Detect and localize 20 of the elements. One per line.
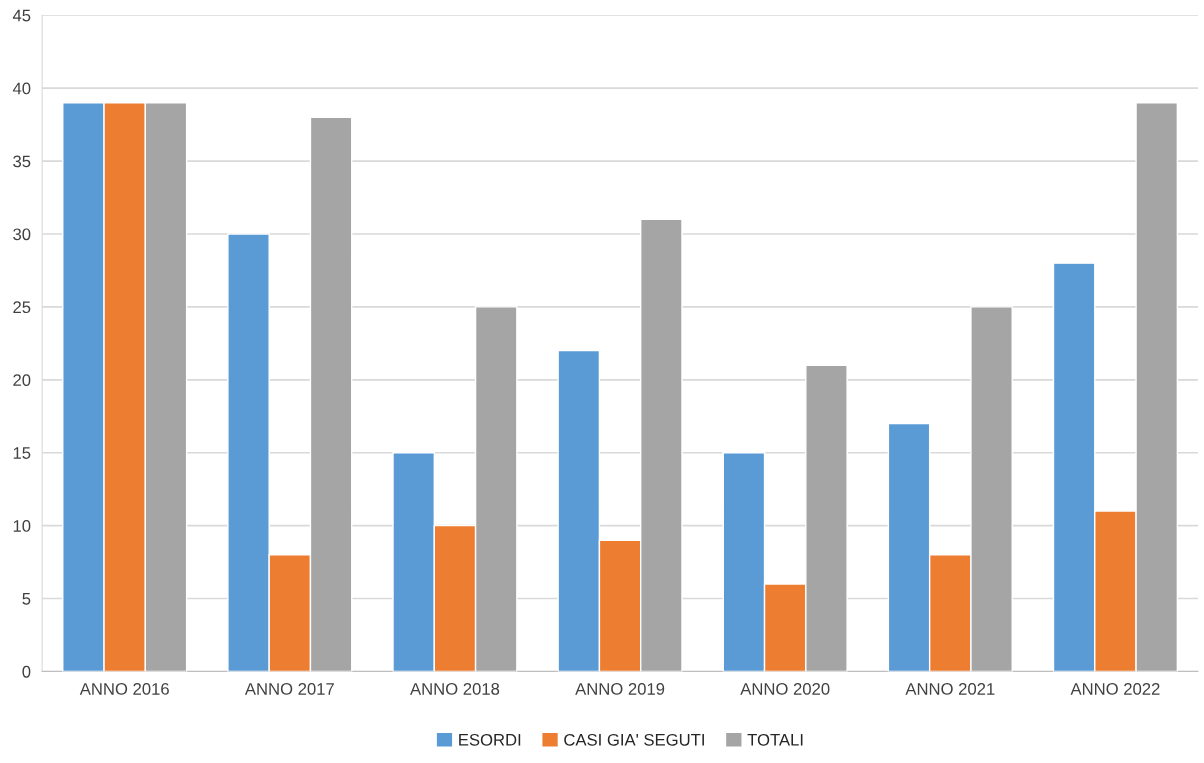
- x-tick-label: ANNO 2017: [244, 682, 334, 695]
- x-tick-label: ANNO 2021: [905, 682, 995, 695]
- x-tick-label: ANNO 2020: [740, 682, 830, 695]
- legend-label: TOTALI: [747, 733, 803, 746]
- y-tick-label: 25: [13, 301, 31, 314]
- x-tick-label: ANNO 2016: [79, 682, 169, 695]
- x-tick-label: ANNO 2022: [1070, 682, 1160, 695]
- x-tick-label: ANNO 2019: [575, 682, 665, 695]
- y-tick-label: 20: [13, 374, 31, 387]
- y-tick-label: 5: [22, 593, 31, 605]
- x-tick-label: ANNO 2018: [410, 682, 500, 695]
- legend-label: CASI GIA' SEGUTI: [564, 733, 704, 746]
- y-tick-label: 30: [13, 228, 31, 241]
- y-tick-label: 10: [13, 520, 31, 532]
- y-tick-label: 45: [12, 9, 31, 22]
- y-tick-label: 40: [12, 82, 31, 95]
- y-tick-label: 35: [13, 155, 31, 168]
- y-tick-label: 15: [13, 447, 31, 459]
- y-tick-label: 0: [22, 665, 31, 678]
- legend-label: ESORDI: [459, 733, 521, 746]
